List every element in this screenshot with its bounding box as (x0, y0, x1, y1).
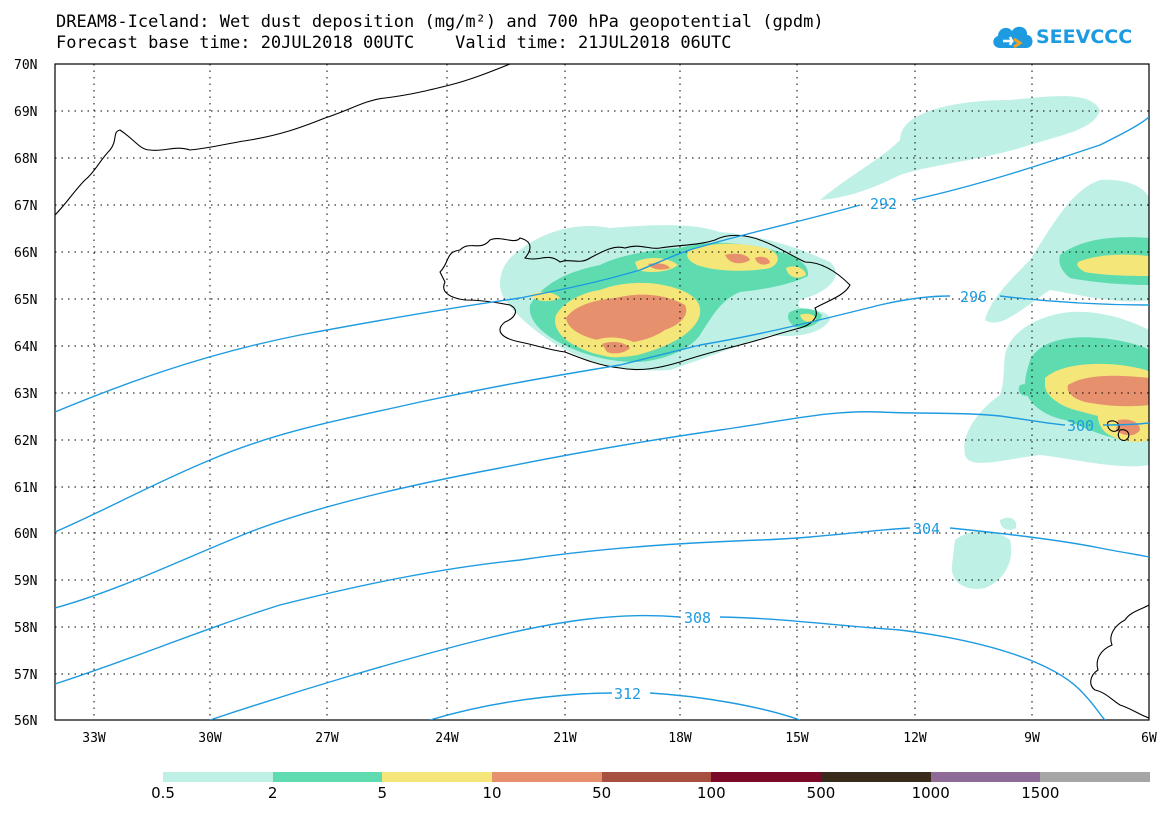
legend-swatch (163, 772, 273, 782)
iceland-coast (439, 234, 851, 371)
contour-label-308: 308 (684, 609, 711, 627)
contour-label-300: 300 (1067, 417, 1094, 435)
contour-line (429, 692, 613, 720)
contour-line (999, 295, 1149, 306)
lat-label: 68N (14, 152, 37, 167)
contour-line (699, 204, 861, 248)
legend-swatch (1040, 772, 1151, 782)
logo-text: SEEVCCC (1036, 26, 1133, 48)
contour-labels: 292 296 300 304 308 312 (614, 195, 1094, 703)
lat-label: 70N (14, 58, 37, 73)
scotland-coast (1090, 604, 1149, 719)
legend-label: 1000 (911, 784, 950, 802)
lon-label: 18W (668, 731, 692, 746)
geopotential-contours (55, 116, 1149, 720)
contour-line (55, 411, 1066, 609)
contour-label-296: 296 (960, 288, 987, 306)
contour-label-312: 312 (614, 685, 641, 703)
deposition-area (602, 341, 630, 354)
legend-swatch (711, 772, 822, 782)
lon-label: 21W (553, 731, 577, 746)
deposition-area (951, 531, 1012, 589)
lon-label: 33W (82, 731, 106, 746)
contour-line (911, 116, 1149, 201)
lat-label: 66N (14, 246, 37, 261)
faroe-coast (1117, 429, 1130, 441)
deposition-area (1018, 384, 1032, 396)
map-title: DREAM8-Iceland: Wet dust deposition (mg/… (56, 12, 824, 32)
lon-label: 12W (903, 731, 927, 746)
legend-label: 5 (377, 784, 388, 802)
legend-swatch (821, 772, 931, 782)
lat-label: 57N (14, 668, 37, 683)
contour-line (55, 295, 951, 533)
lon-label: 15W (785, 731, 809, 746)
latitude-labels: 70N 69N 68N 67N 66N 65N 64N 63N 62N 61N … (14, 58, 37, 729)
lon-label: 30W (198, 731, 222, 746)
contour-line (1102, 422, 1149, 426)
legend-label: 50 (592, 784, 612, 802)
lat-label: 64N (14, 340, 37, 355)
lon-label: 6W (1141, 731, 1157, 746)
color-legend (163, 772, 1151, 782)
map-frame (54, 63, 1150, 721)
coastlines (55, 64, 1149, 719)
greenland-coast (55, 64, 511, 216)
lat-label: 65N (14, 293, 37, 308)
contour-line (649, 692, 801, 720)
legend-label: 0.5 (151, 784, 175, 802)
legend-label: 10 (482, 784, 502, 802)
legend-swatch (272, 772, 383, 782)
deposition-field (500, 96, 1149, 589)
deposition-area (1077, 254, 1149, 276)
legend-label: 2 (267, 784, 278, 802)
lat-label: 67N (14, 199, 37, 214)
longitude-labels: 33W 30W 27W 24W 21W 18W 15W 12W 9W 6W (82, 731, 1157, 746)
deposition-area (566, 294, 687, 343)
contour-line (719, 616, 1106, 720)
deposition-area (725, 253, 750, 264)
lat-label: 69N (14, 105, 37, 120)
deposition-area (755, 256, 770, 265)
deposition-area (1116, 419, 1140, 436)
contour-label-304: 304 (913, 520, 940, 538)
map-plot: 292 296 300 304 308 312 70N 69N 68N 67N … (14, 58, 1157, 746)
deposition-area (800, 313, 816, 323)
contour-line (55, 246, 701, 413)
lat-label: 61N (14, 481, 37, 496)
lat-label: 59N (14, 574, 37, 589)
lon-label: 27W (315, 731, 339, 746)
deposition-area (820, 96, 1100, 200)
lon-label: 9W (1024, 731, 1040, 746)
lat-label: 56N (14, 714, 37, 729)
deposition-area (786, 266, 806, 278)
lat-label: 63N (14, 387, 37, 402)
cloud-icon (993, 26, 1033, 49)
legend-label: 500 (806, 784, 836, 802)
legend-label: 100 (697, 784, 726, 802)
lat-label: 60N (14, 527, 37, 542)
contour-line (55, 527, 911, 685)
forecast-time-info: Forecast base time: 20JUL2018 00UTC Vali… (56, 33, 732, 53)
legend-swatch (492, 772, 602, 782)
lat-label: 58N (14, 621, 37, 636)
contour-line (949, 527, 1149, 558)
deposition-area (1000, 517, 1017, 530)
faroe-coast (1107, 420, 1120, 432)
lat-label: 62N (14, 434, 37, 449)
legend-label: 1500 (1021, 784, 1060, 802)
lon-label: 24W (435, 731, 459, 746)
contour-label-292: 292 (870, 195, 897, 213)
map-grid (55, 64, 1149, 720)
legend-swatch (930, 772, 1041, 782)
legend-swatch (382, 772, 493, 782)
contour-line (209, 614, 681, 720)
seevccc-logo: SEEVCCC (990, 20, 1140, 60)
deposition-area (1067, 375, 1149, 407)
legend-swatch (601, 772, 712, 782)
